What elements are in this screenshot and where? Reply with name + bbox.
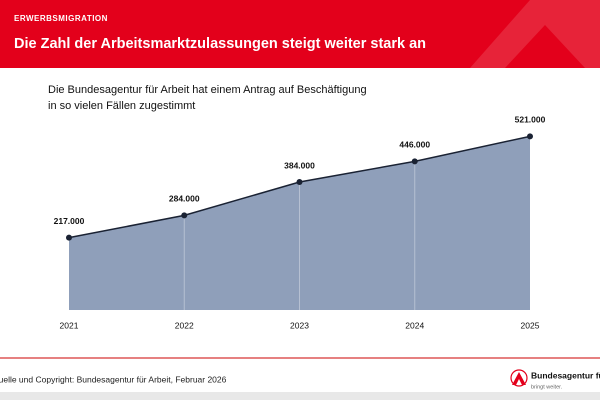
value-label: 521.000 — [515, 115, 546, 125]
value-label: 446.000 — [399, 140, 430, 150]
plot: 217.000 2021 284.000 2022 384.000 2023 446.000… — [54, 115, 546, 331]
footer-source: Quelle und Copyright: Bundesagentur für … — [0, 374, 227, 384]
x-tick-label: 2024 — [405, 320, 424, 330]
header-title: Die Zahl der Arbeitsmarktzulassungen ste… — [14, 36, 426, 52]
point — [527, 133, 533, 140]
point — [181, 212, 188, 219]
value-label: 284.000 — [169, 194, 200, 204]
point — [411, 158, 418, 165]
x-tick-label: 2022 — [175, 320, 194, 330]
header-logo-shape — [470, 0, 600, 68]
area — [69, 136, 530, 310]
x-tick-label: 2023 — [290, 320, 309, 330]
header-label: ERWERBSMIGRATION — [14, 14, 108, 23]
x-tick-label: 2025 — [521, 320, 540, 330]
value-label: 384.000 — [284, 160, 315, 170]
logo-name: Bundesagentur für Arbeit — [531, 370, 600, 380]
footer-band — [0, 392, 600, 400]
logo-tagline: bringt weiter. — [531, 384, 563, 390]
point — [296, 179, 303, 185]
logo-icon — [512, 372, 526, 385]
logo-ring — [510, 369, 528, 387]
x-tick-label: 2021 — [60, 320, 79, 330]
point — [66, 234, 72, 241]
subtitle: Die Bundesagentur für Arbeit hat einem A… — [48, 84, 367, 96]
value-label: 217.000 — [54, 216, 85, 226]
subtitle: in so vielen Fällen zugestimmt — [48, 100, 195, 112]
